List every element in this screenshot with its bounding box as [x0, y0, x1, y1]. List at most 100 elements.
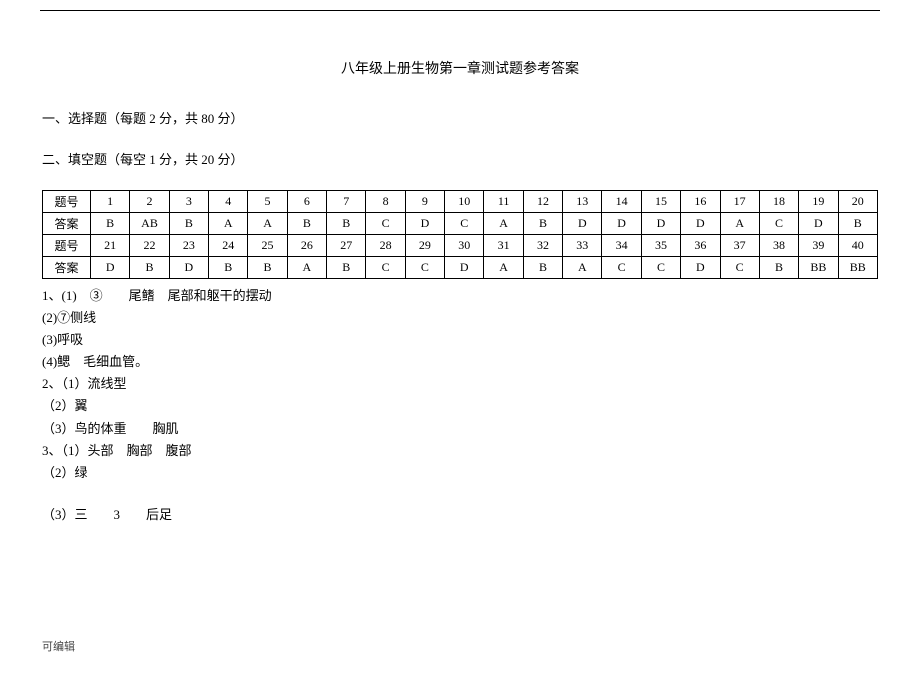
cell-num: 34 — [602, 235, 641, 257]
row-label: 题号 — [43, 191, 91, 213]
cell-ans: D — [445, 257, 484, 279]
table-row: 题号 21 22 23 24 25 26 27 28 29 30 31 32 3… — [43, 235, 878, 257]
cell-num: 26 — [287, 235, 326, 257]
cell-num: 18 — [759, 191, 798, 213]
page-content: 八年级上册生物第一章测试题参考答案 一、选择题（每题 2 分，共 80 分） 二… — [0, 0, 920, 526]
cell-ans: BB — [799, 257, 838, 279]
section-heading-fill-blank: 二、填空题（每空 1 分，共 20 分） — [42, 149, 878, 168]
cell-ans: C — [445, 213, 484, 235]
fill-line: 1、(1) ③ 尾鳍 尾部和躯干的摆动 — [42, 285, 878, 307]
cell-ans: B — [169, 213, 208, 235]
cell-ans: D — [681, 213, 720, 235]
cell-num: 31 — [484, 235, 523, 257]
table-row: 答案 D B D B B A B C C D A B A C C D C B B… — [43, 257, 878, 279]
answer-table: 题号 1 2 3 4 5 6 7 8 9 10 11 12 13 14 15 1… — [42, 190, 878, 279]
document-title: 八年级上册生物第一章测试题参考答案 — [42, 58, 878, 78]
cell-ans: D — [169, 257, 208, 279]
cell-num: 40 — [838, 235, 877, 257]
cell-num: 12 — [523, 191, 562, 213]
cell-num: 30 — [445, 235, 484, 257]
cell-num: 22 — [130, 235, 169, 257]
cell-num: 10 — [445, 191, 484, 213]
cell-ans: C — [366, 213, 405, 235]
cell-ans: A — [248, 213, 287, 235]
cell-ans: BB — [838, 257, 877, 279]
fill-line: 3、（1）头部 胸部 腹部 — [42, 440, 878, 462]
fill-line: （2）翼 — [42, 395, 878, 417]
cell-ans: B — [248, 257, 287, 279]
cell-num: 28 — [366, 235, 405, 257]
fill-blank-answers: 1、(1) ③ 尾鳍 尾部和躯干的摆动 (2)⑦侧线 (3)呼吸 (4)鳃 毛细… — [42, 285, 878, 526]
cell-num: 33 — [563, 235, 602, 257]
cell-ans: C — [641, 257, 680, 279]
cell-num: 2 — [130, 191, 169, 213]
cell-ans: C — [720, 257, 759, 279]
table-row: 题号 1 2 3 4 5 6 7 8 9 10 11 12 13 14 15 1… — [43, 191, 878, 213]
cell-num: 3 — [169, 191, 208, 213]
cell-ans: B — [523, 257, 562, 279]
cell-ans: B — [327, 213, 366, 235]
cell-num: 21 — [91, 235, 130, 257]
fill-line: (3)呼吸 — [42, 329, 878, 351]
fill-line: （3）三 3 后足 — [42, 504, 878, 526]
cell-ans: AB — [130, 213, 169, 235]
cell-num: 7 — [327, 191, 366, 213]
cell-ans: C — [405, 257, 444, 279]
cell-ans: A — [287, 257, 326, 279]
cell-num: 23 — [169, 235, 208, 257]
cell-num: 39 — [799, 235, 838, 257]
cell-num: 27 — [327, 235, 366, 257]
cell-ans: B — [287, 213, 326, 235]
cell-ans: B — [91, 213, 130, 235]
cell-num: 24 — [209, 235, 248, 257]
cell-ans: D — [602, 213, 641, 235]
cell-ans: D — [563, 213, 602, 235]
cell-num: 11 — [484, 191, 523, 213]
cell-ans: B — [130, 257, 169, 279]
cell-ans: A — [720, 213, 759, 235]
cell-num: 29 — [405, 235, 444, 257]
cell-ans: C — [759, 213, 798, 235]
cell-ans: A — [484, 257, 523, 279]
cell-num: 14 — [602, 191, 641, 213]
cell-num: 8 — [366, 191, 405, 213]
fill-line: （3）鸟的体重 胸肌 — [42, 418, 878, 440]
fill-line: 2、（1）流线型 — [42, 373, 878, 395]
cell-num: 4 — [209, 191, 248, 213]
fill-line: (2)⑦侧线 — [42, 307, 878, 329]
cell-ans: A — [209, 213, 248, 235]
cell-num: 15 — [641, 191, 680, 213]
cell-num: 35 — [641, 235, 680, 257]
cell-num: 37 — [720, 235, 759, 257]
cell-num: 1 — [91, 191, 130, 213]
cell-num: 13 — [563, 191, 602, 213]
cell-num: 6 — [287, 191, 326, 213]
cell-ans: D — [641, 213, 680, 235]
row-label: 题号 — [43, 235, 91, 257]
cell-num: 19 — [799, 191, 838, 213]
cell-num: 36 — [681, 235, 720, 257]
cell-ans: B — [759, 257, 798, 279]
cell-ans: B — [327, 257, 366, 279]
top-horizontal-rule — [40, 10, 880, 11]
cell-num: 9 — [405, 191, 444, 213]
cell-num: 5 — [248, 191, 287, 213]
row-label: 答案 — [43, 213, 91, 235]
cell-ans: B — [838, 213, 877, 235]
table-row: 答案 B AB B A A B B C D C A B D D D D A C … — [43, 213, 878, 235]
cell-num: 16 — [681, 191, 720, 213]
cell-ans: C — [366, 257, 405, 279]
cell-num: 20 — [838, 191, 877, 213]
fill-line: (4)鳃 毛细血管。 — [42, 351, 878, 373]
cell-ans: C — [602, 257, 641, 279]
cell-num: 38 — [759, 235, 798, 257]
fill-line: （2）绿 — [42, 462, 878, 484]
cell-num: 17 — [720, 191, 759, 213]
cell-ans: D — [91, 257, 130, 279]
cell-ans: D — [681, 257, 720, 279]
footer-editable-note: 可编辑 — [42, 638, 75, 654]
row-label: 答案 — [43, 257, 91, 279]
cell-num: 32 — [523, 235, 562, 257]
section-heading-multiple-choice: 一、选择题（每题 2 分，共 80 分） — [42, 108, 878, 127]
cell-ans: D — [799, 213, 838, 235]
